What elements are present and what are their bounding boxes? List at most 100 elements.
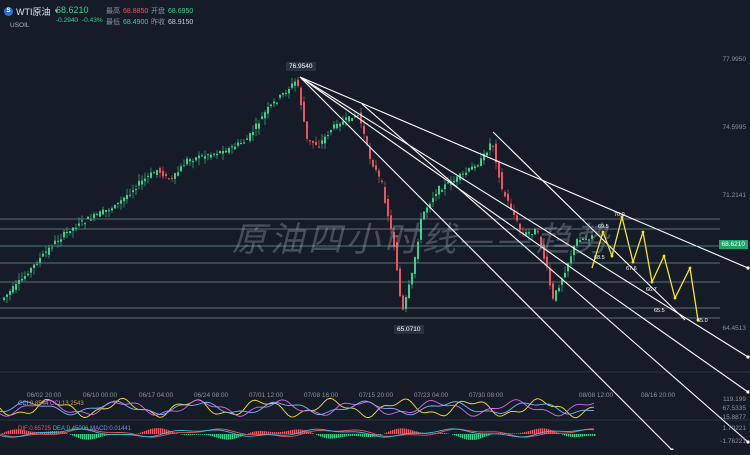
macd-bar <box>478 434 479 439</box>
candle-body <box>381 181 383 182</box>
macd-bar <box>384 433 385 434</box>
candle-body <box>24 276 26 279</box>
prev-close-label: 昨收 <box>151 19 165 26</box>
indicator1-line <box>0 401 594 415</box>
symbol-name: WTI原油 <box>16 5 51 18</box>
macd-bar <box>232 434 233 439</box>
candle-body <box>453 181 455 182</box>
macd-bar <box>562 434 563 435</box>
macd-bar <box>544 428 545 434</box>
x-axis-label: 07/15 20:00 <box>359 392 393 399</box>
candle-body <box>51 248 53 249</box>
candle-body <box>309 140 311 141</box>
x-axis-label: 06/02 20:00 <box>27 392 61 399</box>
macd-bar <box>460 434 461 438</box>
trendline-arrowhead <box>746 355 749 358</box>
candle-body <box>318 147 320 148</box>
candle-body <box>267 107 269 114</box>
candle-body <box>294 82 296 86</box>
macd-bar <box>280 432 281 434</box>
high-value: 68.8850 <box>123 8 148 15</box>
candle-body <box>57 241 59 242</box>
macd-bar <box>342 434 343 437</box>
macd-bar <box>580 434 581 437</box>
macd-bar <box>446 433 447 434</box>
macd-bar <box>586 434 587 436</box>
candle-body <box>507 194 509 201</box>
macd-bar <box>312 433 313 434</box>
high-marker-label: 76.9540 <box>286 62 316 71</box>
trendline-arrowhead <box>746 390 749 393</box>
macd-bar <box>284 431 285 434</box>
x-axis-label: 06/17 04:00 <box>139 392 173 399</box>
symbol-selector[interactable]: S WTI原油 ▼ <box>4 5 59 18</box>
candle-body <box>114 205 116 208</box>
candle-body <box>333 124 335 128</box>
candle-body <box>378 170 380 176</box>
candle-body <box>276 103 278 104</box>
candle-body <box>150 172 152 177</box>
macd-bar <box>202 434 203 435</box>
macd-bar <box>156 428 157 434</box>
macd-bar <box>290 430 291 434</box>
candle-body <box>231 146 233 147</box>
candle-body <box>330 130 332 132</box>
macd-bar <box>184 434 185 435</box>
candle-body <box>108 210 110 211</box>
macd-bar <box>328 434 329 439</box>
candle-body <box>177 172 179 175</box>
macd-bar <box>518 433 519 434</box>
macd-bar <box>444 433 445 434</box>
macd-bar <box>86 434 87 440</box>
macd-bar <box>210 434 211 436</box>
macd-bar <box>74 434 75 437</box>
candle-body <box>36 264 38 265</box>
macd-bar <box>186 434 187 435</box>
candle-body <box>264 112 266 118</box>
candle-body <box>297 80 299 86</box>
indicator2-axis-label: 1.70221 <box>723 425 747 432</box>
candle-body <box>180 166 182 171</box>
watermark-text: 原油四小时线——趋势 <box>232 212 612 261</box>
candle-body <box>144 179 146 182</box>
candle-body <box>189 159 191 161</box>
macd-bar <box>462 434 463 438</box>
indicator1-legend-part: CCI: <box>18 401 30 407</box>
candle-body <box>81 220 83 221</box>
indicator2-macd: MACD:0.01441 <box>90 426 131 432</box>
candle-body <box>243 142 245 143</box>
macd-bar <box>398 429 399 434</box>
macd-bar <box>472 434 473 440</box>
macd-bar <box>592 434 593 436</box>
macd-bar <box>256 431 257 434</box>
candle-body <box>33 265 35 268</box>
candle-body <box>447 182 449 183</box>
candle-body <box>168 178 170 179</box>
macd-bar <box>268 432 269 434</box>
indicator1-axis-label: 119.199 <box>723 396 746 403</box>
candle-body <box>213 154 215 155</box>
macd-bar <box>96 434 97 438</box>
macd-bar <box>428 433 429 434</box>
candle-body <box>117 203 119 204</box>
x-axis-label: 07/23 04:00 <box>414 392 448 399</box>
candle-body <box>192 161 194 162</box>
candle-body <box>147 176 149 177</box>
y-axis-label: 77.9950 <box>723 56 747 63</box>
y-axis-label: 64.4513 <box>723 325 747 332</box>
macd-bar <box>310 432 311 434</box>
macd-bar <box>198 434 199 435</box>
candle-body <box>6 294 8 296</box>
current-price-tag: 68.6210 <box>719 240 749 249</box>
macd-bar <box>396 429 397 434</box>
macd-bar <box>334 434 335 438</box>
macd-bar <box>206 434 207 435</box>
candle-body <box>15 284 17 290</box>
projection-label: 67.6 <box>626 266 637 272</box>
macd-bar <box>162 429 163 434</box>
macd-bar <box>484 434 485 437</box>
macd-bar <box>224 434 225 439</box>
candle-body <box>228 148 230 153</box>
candle-body <box>498 161 500 178</box>
macd-bar <box>276 432 277 434</box>
